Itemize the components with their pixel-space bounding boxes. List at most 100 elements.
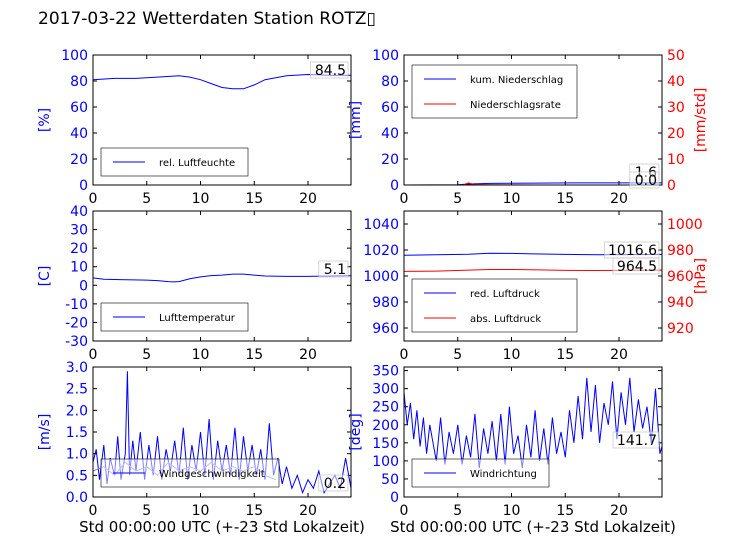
temperature-series-line-0 (93, 273, 351, 283)
precip-ytick-label: 40 (381, 126, 399, 142)
winddir-ytick-label: 350 (372, 364, 399, 380)
pressure-ytick-label: 1020 (363, 243, 399, 259)
precip-ytick-label: 0 (390, 178, 399, 194)
precip-legend: kum. Niederschlag Niederschlagsrate (411, 64, 578, 119)
pressure-y2tick-label: 980 (667, 243, 694, 259)
pressure-legend-label: red. Luftdruck (470, 289, 540, 300)
wind-ytick-label: 1.0 (66, 447, 88, 463)
wind-xtick-label: 10 (192, 503, 210, 519)
temperature-xtick-label: 10 (192, 347, 210, 363)
winddir-x-axis-label: Std 00:00:00 UTC (+-23 Std Lokalzeit) (390, 518, 676, 536)
pressure-legend-box (411, 278, 578, 333)
winddir-xtick-label: 15 (556, 503, 574, 519)
pressure-xtick-label: 20 (610, 347, 628, 363)
precip-ytick-label: 100 (372, 48, 399, 64)
temperature-axes-frame (92, 210, 352, 342)
temperature-xtick-label: 15 (245, 347, 263, 363)
temperature-ytick-label: 40 (70, 204, 88, 220)
humidity-xtick-label: 0 (89, 191, 98, 207)
winddir-annotation-value: 141.7 (617, 433, 657, 449)
wind-panel: 0.0 0.5 1.0 1.5 2.0 2.5 3.0 0 5 10 15 20 [m/s] Std 00… (37, 360, 365, 536)
precip-legend-box (411, 64, 578, 119)
wind-xtick-label: 5 (142, 503, 151, 519)
precip-legend-label: Niederschlagsrate (470, 100, 561, 111)
pressure-y2tick-label: 920 (667, 321, 694, 337)
humidity-y-axis-label: [%] (37, 108, 53, 132)
winddir-ytick-label: 50 (381, 472, 399, 488)
temperature-annotation-box (318, 260, 349, 278)
winddir-y-axis-label: [deg] (348, 413, 364, 450)
precip-y2tick-label: 10 (667, 152, 685, 168)
winddir-ytick-label: 200 (372, 418, 399, 434)
winddir-xtick-label: 10 (503, 503, 521, 519)
pressure-y2tick-label: 1000 (667, 217, 703, 233)
temperature-series-group (93, 273, 351, 283)
pressure-ytick-label: 1000 (363, 269, 399, 285)
precip-xtick-label: 20 (610, 191, 628, 207)
humidity-legend: rel. Luftfeuchte (100, 147, 249, 177)
precip-y-axis-label: [mm] (348, 101, 364, 139)
pressure-xtick-label: 5 (453, 347, 462, 363)
humidity-xtick-label: 15 (245, 191, 263, 207)
precip-xtick-label: 10 (503, 191, 521, 207)
temperature-xtick-label: 20 (299, 347, 317, 363)
humidity-series-group (93, 73, 351, 90)
winddir-ytick-label: 250 (372, 400, 399, 416)
humidity-ytick-label: 40 (70, 126, 88, 142)
temperature-panel: -30 -20 -10 0 10 20 30 40 0 5 10 15 20 [C] Lufttempera… (37, 204, 352, 363)
precip-xtick-label: 0 (400, 191, 409, 207)
pressure-y2-axis-label: [hPa] (693, 258, 709, 294)
precip-xtick-label: 5 (453, 191, 462, 207)
wind-y-axis-label: [m/s] (37, 414, 53, 451)
temperature-ytick-label: 10 (70, 260, 88, 276)
humidity-legend-label: rel. Luftfeuchte (159, 158, 235, 169)
temperature-xtick-label: 0 (89, 347, 98, 363)
precip-y2tick-label: 40 (667, 74, 685, 90)
humidity-xtick-label: 10 (192, 191, 210, 207)
humidity-ytick-label: 80 (70, 74, 88, 90)
wind-legend-label: Windgeschwindigkeit (159, 469, 265, 480)
temperature-xtick-label: 5 (142, 347, 151, 363)
pressure-annotation-value: 1016.6 (608, 243, 657, 259)
pressure-ytick-label: 980 (372, 295, 399, 311)
temperature-ytick-label: 30 (70, 223, 88, 239)
precip-y2-axis-label: [mm/std] (693, 88, 709, 153)
temperature-ytick-label: 0 (79, 278, 88, 294)
precip-ytick-label: 80 (381, 74, 399, 90)
wind-legend: Windgeschwindigkeit (100, 458, 280, 488)
pressure-y2tick-label: 940 (667, 295, 694, 311)
wind-xtick-label: 15 (245, 503, 263, 519)
humidity-xtick-label: 20 (299, 191, 317, 207)
temperature-legend-label: Lufttemperatur (159, 313, 236, 324)
precip-xtick-label: 15 (556, 191, 574, 207)
humidity-ytick-label: 60 (70, 100, 88, 116)
wind-xtick-label: 20 (299, 503, 317, 519)
winddir-series-group (404, 377, 662, 469)
winddir-xtick-label: 20 (610, 503, 628, 519)
humidity-series-line-0 (93, 73, 351, 90)
wind-ytick-label: 1.5 (66, 425, 88, 441)
pressure-y2tick-label: 960 (667, 269, 694, 285)
precip-y2tick-label: 50 (667, 48, 685, 64)
precip-ytick-label: 20 (381, 152, 399, 168)
precip-y2tick-label: 30 (667, 100, 685, 116)
wind-ytick-label: 2.5 (66, 382, 88, 398)
winddir-xtick-label: 0 (400, 503, 409, 519)
precip-annotation-value: 0.0 (635, 173, 657, 189)
winddir-ytick-label: 0 (390, 490, 399, 506)
wind-series-line-0 (93, 371, 351, 495)
wind-annotation-value: 0.2 (324, 476, 346, 492)
precip-y2tick-label: 20 (667, 126, 685, 142)
temperature-ytick-label: -30 (65, 334, 88, 350)
temperature-legend: Lufttemperatur (100, 302, 249, 332)
precip-axes-frame (403, 54, 663, 186)
winddir-legend: Windrichtung (411, 458, 550, 488)
temperature-ytick-label: -20 (65, 315, 88, 331)
pressure-xtick-label: 0 (400, 347, 409, 363)
winddir-axes-frame (403, 366, 663, 498)
winddir-annotation-box (612, 431, 660, 449)
precip-ytick-label: 60 (381, 100, 399, 116)
figure-title: 2017-03-22 Wetterdaten Station ROTZ▯ (38, 9, 376, 29)
